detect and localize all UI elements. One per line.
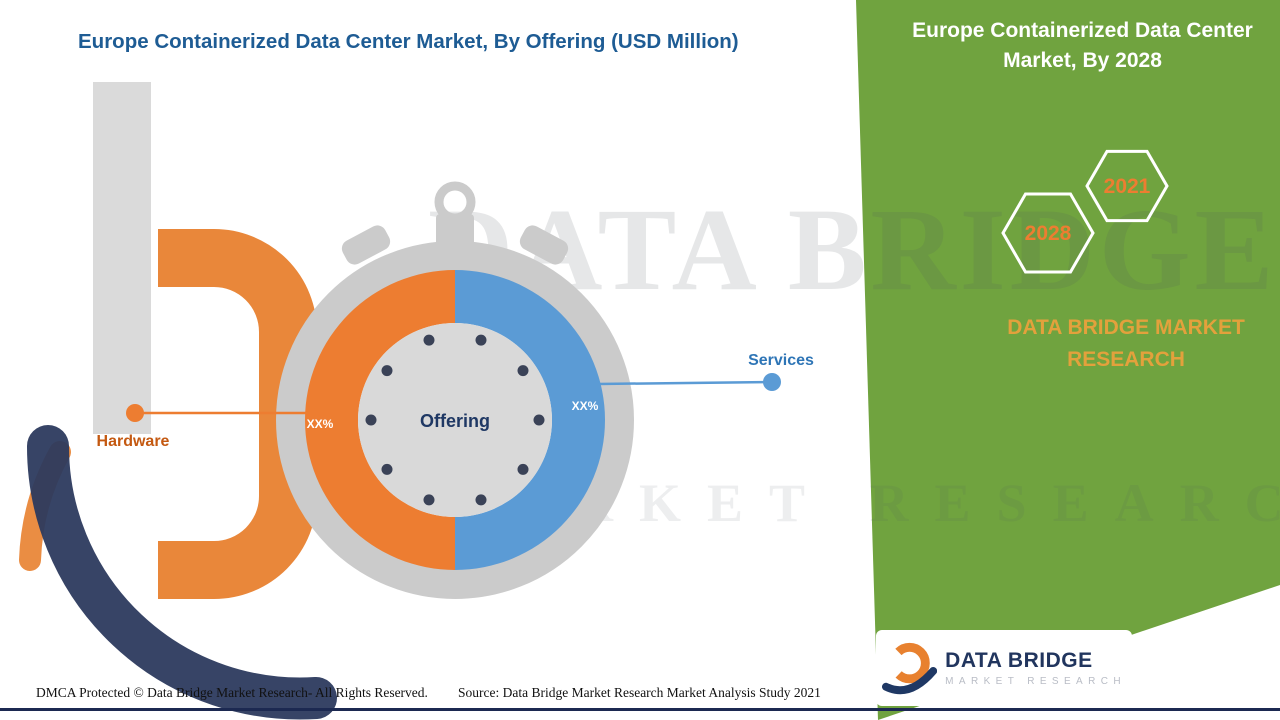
bottom-divider-line [0,708,1280,711]
donut-center-label: Offering [420,411,490,431]
side-panel-brand-text: DATA BRIDGE MARKET RESEARCH [1007,316,1245,371]
watermark-stem-bar [93,82,151,434]
databridge-logo-icon [882,642,938,695]
dmca-notice: DMCA Protected © Data Bridge Market Rese… [36,685,428,700]
logo-name-text: DATA BRIDGE [945,649,1093,672]
segment-hardware [305,270,455,570]
logo-tagline-text: MARKET RESEARCH [945,676,1126,687]
year-2021-label: 2021 [1104,175,1151,198]
services-leader-line [597,380,771,386]
stopwatch-bezel-ring [276,241,634,599]
stopwatch-donut-chart: Offering XX% XX% Hardware Services [97,181,814,599]
hexagon-2021 [1085,149,1169,223]
stopwatch-crown-ring [434,181,476,223]
dial-dots [365,334,545,506]
side-panel-title: Europe Containerized Data Center Market,… [912,19,1253,73]
year-hexagons: 2028 2021 [1001,149,1169,274]
logo-orange-ring [889,642,930,684]
page-title: Europe Containerized Data Center Market,… [78,30,739,53]
services-leader-dot [763,373,781,391]
stopwatch-right-button [519,225,569,265]
logo-navy-swoosh [882,667,938,695]
donut-center-disc [358,323,552,517]
stopwatch-crown-stem [436,214,474,252]
hardware-segment-label: Hardware [97,433,170,450]
year-2028-label: 2028 [1025,222,1072,245]
stopwatch-left-button [341,225,391,265]
services-value-label: XX% [572,399,599,413]
source-note: Source: Data Bridge Market Research Mark… [458,685,821,700]
services-segment-label: Services [748,352,814,369]
hardware-value-label: XX% [307,417,334,431]
hexagon-2028 [1001,192,1095,274]
hardware-leader-dot [126,404,144,422]
segment-services [455,270,605,570]
watermark-navy-swoosh [26,425,337,720]
databridge-logo: DATA BRIDGE MARKET RESEARCH [876,630,1132,706]
